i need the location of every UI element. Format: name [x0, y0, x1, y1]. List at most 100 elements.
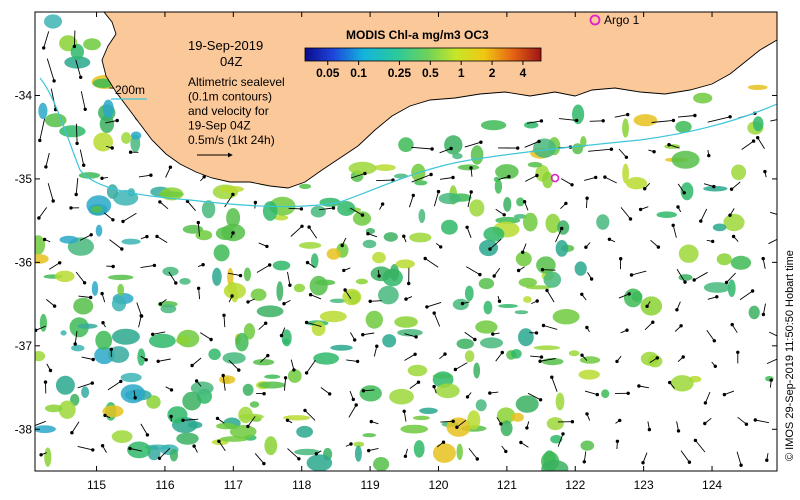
velocity-vector — [724, 390, 735, 396]
velocity-vector-head — [439, 245, 443, 249]
velocity-vector — [739, 290, 753, 301]
colorbar-ramp — [304, 47, 542, 62]
velocity-vector-head — [268, 263, 272, 267]
velocity-vector-head — [731, 234, 736, 239]
velocity-vector-head — [73, 342, 77, 346]
velocity-vector-head — [360, 213, 365, 217]
velocity-vector-head — [111, 264, 115, 269]
chlorophyll-patch — [35, 254, 49, 264]
velocity-vector-head — [699, 219, 703, 223]
chlorophyll-patch — [64, 56, 91, 69]
velocity-vector-head — [288, 283, 292, 287]
velocity-vector — [755, 419, 769, 424]
velocity-vector — [254, 453, 265, 464]
chlorophyll-patch — [239, 413, 264, 420]
velocity-vector-head — [539, 119, 544, 123]
chlorophyll-patch — [130, 131, 142, 140]
velocity-vector — [526, 120, 542, 124]
velocity-vector-head — [671, 118, 676, 123]
velocity-vector-head — [221, 373, 225, 378]
chlorophyll-patch — [647, 355, 663, 368]
velocity-vector — [129, 448, 142, 452]
chlorophyll-patch — [516, 197, 525, 207]
velocity-vector-head — [169, 414, 173, 419]
chlorophyll-patch — [500, 420, 513, 437]
velocity-vector-head — [730, 322, 734, 327]
velocity-vector — [677, 115, 695, 118]
velocity-vector-head — [538, 359, 542, 363]
chlorophyll-patch — [747, 84, 768, 90]
velocity-vector — [290, 225, 303, 237]
chlorophyll-patch — [219, 375, 236, 384]
velocity-vector — [79, 149, 85, 166]
velocity-vector-head — [37, 216, 41, 220]
chlorophyll-patch — [102, 405, 124, 418]
velocity-vector — [409, 381, 419, 389]
velocity-vector-head — [201, 263, 205, 267]
velocity-vector-head — [217, 439, 221, 443]
velocity-vector-head — [681, 355, 685, 359]
velocity-vector-head — [651, 320, 655, 324]
velocity-vector-head — [449, 146, 453, 151]
velocity-vector-head — [283, 376, 288, 380]
velocity-vector-head — [35, 328, 38, 332]
colorbar-tick-label: 2 — [489, 66, 496, 80]
velocity-vector-head — [282, 302, 286, 306]
velocity-vector-head — [469, 190, 473, 194]
altimetry-note-line: 19-Sep 04Z — [188, 119, 251, 133]
chlorophyll-patch — [95, 330, 113, 350]
chlorophyll-patch — [580, 136, 587, 148]
velocity-vector — [706, 330, 715, 342]
velocity-vector-head — [139, 314, 143, 318]
velocity-vector-head — [712, 339, 716, 343]
argo-float-marker — [589, 14, 601, 26]
velocity-vector — [770, 119, 777, 122]
velocity-vector-head — [83, 107, 87, 112]
velocity-vector-head — [779, 236, 782, 239]
y-axis: -34 -35 -36 -37 -38 — [15, 88, 777, 436]
velocity-vector — [433, 312, 441, 327]
chlorophyll-patch — [452, 153, 463, 160]
altimetry-note-line: and velocity for — [188, 104, 269, 118]
chlorophyll-patch — [44, 113, 67, 128]
chlorophyll-patch — [127, 188, 136, 197]
velocity-vector — [43, 31, 50, 49]
velocity-vector — [540, 358, 556, 362]
chlorophyll-patch — [355, 278, 368, 285]
velocity-vector-head — [155, 234, 159, 239]
velocity-vector — [404, 333, 417, 338]
velocity-vector-head — [763, 169, 767, 174]
velocity-vector-head — [91, 448, 95, 452]
chlorophyll-patch — [394, 316, 418, 328]
velocity-vector-head — [535, 173, 539, 178]
chlorophyll-patch — [219, 436, 248, 442]
velocity-vector-head — [711, 239, 715, 244]
velocity-vector-head — [722, 392, 727, 397]
velocity-vector-head — [703, 401, 708, 405]
velocity-vector-head — [564, 201, 568, 206]
velocity-vector — [584, 176, 596, 181]
chlorophyll-patch — [670, 375, 694, 392]
colorbar-ticks: 0.05 0.1 0.25 0.5 1 2 4 — [316, 61, 527, 80]
velocity-vector-head — [48, 368, 53, 373]
chlorophyll-patch — [444, 135, 463, 155]
chlorophyll-patch — [568, 350, 580, 357]
velocity-vector-head — [619, 257, 623, 261]
velocity-vector — [433, 191, 439, 207]
velocity-vector — [404, 353, 416, 361]
velocity-vector-head — [89, 295, 93, 300]
velocity-vector-head — [589, 277, 594, 281]
y-tick-label: -35 — [15, 172, 33, 186]
chlorophyll-patch — [511, 349, 522, 359]
velocity-vector-head — [453, 367, 458, 372]
velocity-vector-head — [119, 379, 123, 384]
chlorophyll-patch — [731, 164, 747, 181]
chlorophyll-patch — [287, 369, 302, 383]
velocity-vector-head — [128, 150, 133, 154]
velocity-vector-head — [423, 256, 427, 261]
contour-legend-label: 200m — [115, 83, 145, 97]
velocity-vector-head — [380, 202, 385, 206]
velocity-vector — [489, 238, 502, 250]
velocity-vector — [695, 440, 706, 453]
